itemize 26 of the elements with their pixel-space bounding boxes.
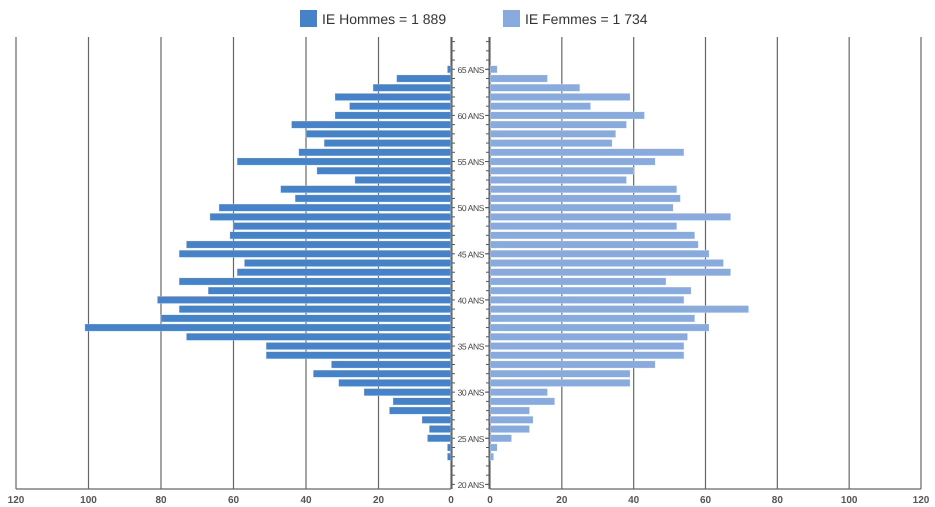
- x-tick-label: 120: [8, 495, 25, 506]
- y-tick-label: 20 ANS: [458, 480, 485, 490]
- y-tick-label: 40 ANS: [458, 295, 485, 306]
- y-tick-label: 65 ANS: [458, 64, 485, 75]
- y-tick-label: 30 ANS: [458, 388, 485, 398]
- y-tick-label: 60 ANS: [458, 110, 485, 121]
- y-tick-label: 50 ANS: [458, 203, 485, 214]
- x-tick-label: 60: [228, 495, 240, 506]
- x-tick-label: 80: [772, 495, 784, 506]
- y-tick-label: 55 ANS: [458, 157, 485, 168]
- y-tick-label: 25 ANS: [458, 434, 485, 444]
- x-tick-label: 60: [700, 495, 712, 506]
- x-tick-label: 20: [556, 495, 568, 506]
- x-tick-label: 80: [155, 495, 167, 506]
- legend-label: IE Femmes = 1 734: [525, 11, 648, 27]
- x-tick-label: 120: [912, 495, 930, 506]
- y-tick-label: 35 ANS: [458, 342, 485, 352]
- y-tick-label: 45 ANS: [458, 249, 485, 260]
- x-tick-label: 40: [628, 495, 640, 506]
- x-tick-label: 100: [80, 495, 98, 506]
- x-tick-label: 0: [487, 495, 494, 506]
- x-tick-label: 40: [300, 495, 312, 506]
- x-tick-label: 100: [840, 495, 858, 506]
- x-tick-label: 0: [448, 495, 454, 506]
- x-tick-label: 20: [372, 495, 384, 506]
- legend-label: IE Hommes = 1 889: [322, 11, 446, 27]
